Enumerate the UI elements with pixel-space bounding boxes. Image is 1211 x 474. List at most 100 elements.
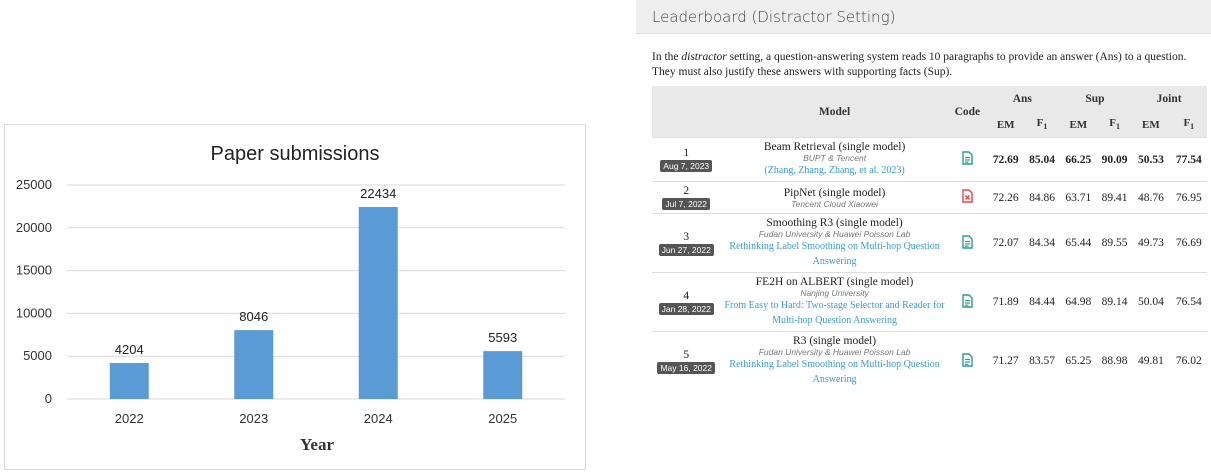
code-cell (948, 181, 987, 214)
metric-value: 90.09 (1098, 137, 1132, 182)
chart-panel: Paper submissions 0 5000 10000 15000 20000 25… (4, 124, 586, 470)
table-row: 2 Jul 7, 2022 PipNet (single model) Tencent… (652, 181, 1207, 214)
bar (109, 363, 149, 399)
x-axis-label: Year (300, 435, 334, 454)
institution: Fudan University & Huawei Poisson Lab (758, 229, 911, 239)
institution: Fudan University & Huawei Poisson Lab (758, 347, 911, 357)
paper-link[interactable]: Rethinking Label Smoothing on Multi-hop … (729, 359, 940, 385)
sub-header-em[interactable]: EM (986, 112, 1026, 138)
institution: Tencent Cloud Xiaowei (791, 198, 878, 209)
leaderboard-title: Leaderboard (Distractor Setting) (636, 0, 1211, 34)
metric-value: 64.98 (1058, 272, 1099, 332)
leaderboard-panel: Leaderboard (Distractor Setting) In the … (636, 0, 1211, 474)
y-tick-label: 25000 (16, 177, 52, 192)
sub-header-row: EM F1 EM F1 EM F1 (652, 112, 1207, 138)
date-badge: Jan 28, 2022 (658, 302, 714, 315)
data-label: 4204 (115, 342, 144, 357)
metric-value: 63.71 (1058, 181, 1099, 214)
data-label: 5593 (488, 330, 517, 345)
bar (234, 330, 274, 399)
document-icon[interactable] (962, 151, 973, 168)
model-cell: Smoothing R3 (single model) Fudan Univers… (720, 213, 949, 273)
x-tick-label: 2025 (488, 411, 517, 426)
col-ans-header[interactable]: Ans (986, 86, 1059, 112)
y-tick-label: 20000 (16, 220, 52, 235)
document-icon[interactable] (962, 352, 973, 370)
leaderboard-description: In the distractor setting, a question-an… (636, 34, 1211, 86)
date-badge: Aug 7, 2023 (660, 160, 713, 172)
model-cell: Beam Retrieval (single model) BUPT & Tenc… (720, 137, 949, 182)
rank-cell: 1 Aug 7, 2023 (652, 137, 721, 182)
metric-value: 77.54 (1170, 137, 1207, 182)
metric-value: 89.41 (1098, 181, 1132, 214)
metric-value: 85.04 (1025, 137, 1059, 182)
bar (483, 351, 523, 399)
gridlines (67, 184, 565, 400)
rank-number: 4 (683, 289, 690, 302)
rank-cell: 2 Jul 7, 2022 (652, 181, 721, 214)
metric-value: 71.27 (986, 331, 1026, 390)
rank-cell: 4 Jan 28, 2022 (652, 272, 721, 332)
model-name: Beam Retrieval (single model) (763, 141, 906, 153)
metric-value: 83.57 (1025, 331, 1059, 390)
model-name: FE2H on ALBERT (single model) (755, 276, 914, 288)
leaderboard-body: 1 Aug 7, 2023 Beam Retrieval (single model… (652, 137, 1207, 390)
table-row: 4 Jan 28, 2022 FE2H on ALBERT (single mode… (652, 272, 1207, 332)
col-sup-header[interactable]: Sup (1058, 86, 1132, 112)
document-icon[interactable] (962, 293, 973, 311)
metric-value: 89.14 (1098, 272, 1132, 332)
bar-chart: Paper submissions 0 5000 10000 15000 20000 25… (16, 143, 565, 454)
model-cell: R3 (single model) Fudan University & Huaw… (720, 331, 949, 390)
rank-number: 3 (683, 230, 690, 243)
col-joint-header[interactable]: Joint (1131, 86, 1207, 112)
metric-value: 72.26 (986, 181, 1026, 214)
col-model-header[interactable]: Model (720, 86, 949, 138)
x-tick-label: 2022 (115, 411, 144, 426)
metric-value: 72.69 (986, 137, 1026, 182)
document-icon[interactable] (962, 234, 973, 252)
col-rank-header (652, 86, 721, 138)
metric-value: 89.55 (1098, 213, 1132, 273)
bar (358, 206, 398, 399)
model-cell: PipNet (single model) Tencent Cloud Xiaow… (720, 181, 949, 214)
metric-value: 66.25 (1058, 137, 1099, 182)
model-cell: FE2H on ALBERT (single model) Nanjing Uni… (720, 272, 949, 332)
metric-value: 48.76 (1131, 181, 1171, 214)
code-cell (948, 331, 987, 390)
sub-header-em[interactable]: EM (1058, 112, 1099, 138)
code-cell (948, 213, 987, 273)
sub-header-em[interactable]: EM (1131, 112, 1171, 138)
sub-header-f1[interactable]: F1 (1025, 112, 1059, 138)
date-badge: May 16, 2022 (657, 361, 715, 374)
y-tick-label: 0 (45, 391, 52, 406)
institution: BUPT & Tencent (803, 153, 867, 163)
metric-value: 71.89 (986, 272, 1026, 332)
metric-value: 76.69 (1170, 213, 1207, 273)
data-label: 8046 (239, 309, 268, 324)
metric-value: 50.04 (1131, 272, 1171, 332)
table-row: 3 Jun 27, 2022 Smoothing R3 (single model)… (652, 213, 1207, 273)
paper-link[interactable]: (Zhang, Zhang, Zhang, et al. 2023) (764, 165, 905, 176)
metric-value: 76.95 (1170, 181, 1207, 214)
code-cell (948, 137, 987, 182)
col-code-header[interactable]: Code (948, 86, 987, 138)
code-cell (948, 272, 987, 332)
paper-link[interactable]: From Easy to Hard: Two-stage Selector an… (724, 300, 945, 326)
paper-link[interactable]: Rethinking Label Smoothing on Multi-hop … (729, 241, 940, 267)
sub-header-f1[interactable]: F1 (1098, 112, 1132, 138)
y-tick-label: 15000 (16, 263, 52, 278)
model-name: Smoothing R3 (single model) (766, 217, 903, 229)
metric-value: 84.34 (1025, 213, 1059, 273)
rank-cell: 3 Jun 27, 2022 (652, 213, 721, 273)
rank-number: 5 (683, 348, 690, 361)
no-code-icon[interactable] (962, 189, 973, 206)
rank-number: 1 (683, 147, 690, 159)
table-row: 5 May 16, 2022 R3 (single model) Fudan Univ… (652, 331, 1207, 390)
description-text: In the (652, 51, 682, 63)
model-name: R3 (single model) (793, 335, 877, 347)
y-tick-label: 10000 (16, 305, 52, 320)
metric-value: 50.53 (1131, 137, 1171, 182)
metric-value: 49.81 (1131, 331, 1171, 390)
sub-header-f1[interactable]: F1 (1170, 112, 1207, 138)
